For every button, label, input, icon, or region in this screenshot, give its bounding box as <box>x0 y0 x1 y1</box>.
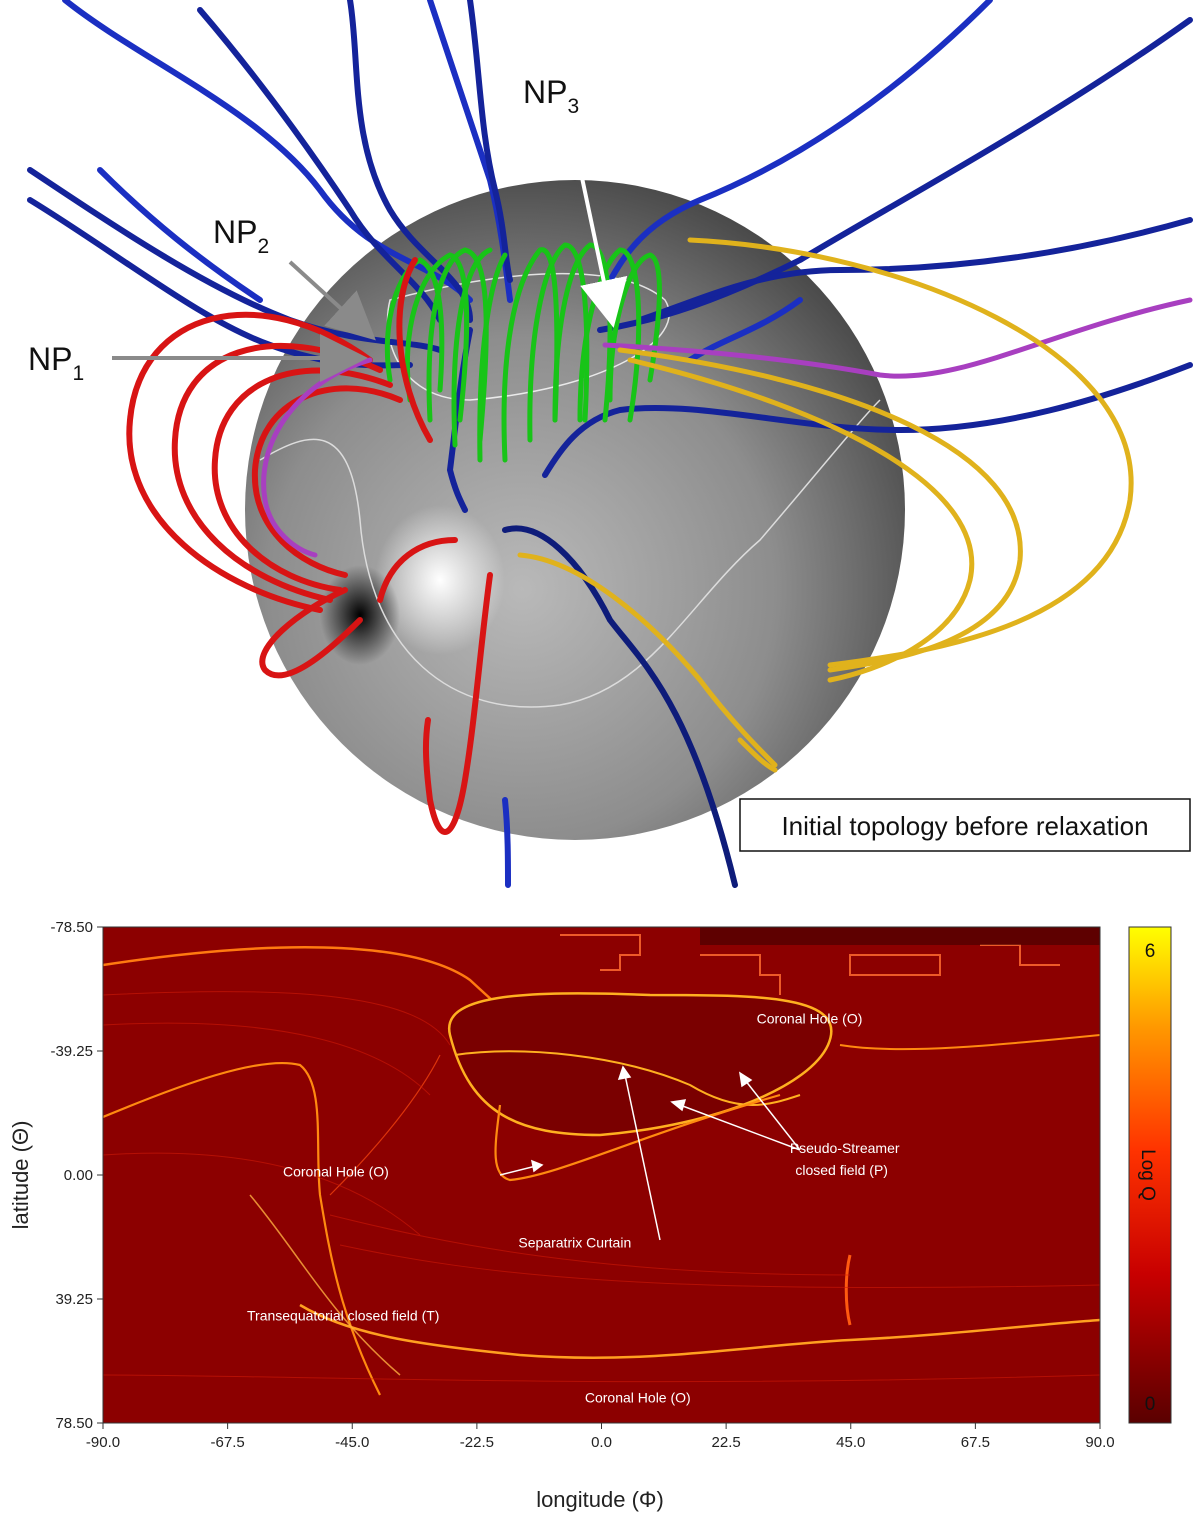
y-tick-label: 0.00 <box>64 1167 93 1184</box>
region-label: Coronal Hole (O) <box>283 1164 389 1180</box>
svg-text:NP3: NP3 <box>523 74 579 118</box>
y-tick-label: -39.25 <box>50 1043 93 1060</box>
side-loop-field-lines <box>126 257 493 835</box>
colorbar-max-label: 6 <box>1145 941 1156 962</box>
y-axis: -78.50 -39.25 0.00 39.25 78.50 <box>50 919 103 1432</box>
qsl-structures <box>103 927 1100 1396</box>
x-axis-title: longitude (Φ) <box>536 1487 664 1512</box>
region-annotations: Coronal Hole (O) Coronal Hole (O) Pseudo-S… <box>247 1010 900 1405</box>
np3-arrow <box>571 134 628 328</box>
x-tick-label: 0.0 <box>591 1434 612 1451</box>
arrow-pseudo-streamer-2 <box>744 1079 801 1151</box>
solar-sphere <box>245 180 905 840</box>
topology-caption: Initial topology before relaxation <box>739 798 1191 852</box>
np1-annotation: NP1 <box>28 334 368 385</box>
field-line-rendering: NP1 NP2 NP3 Initial topology before rela… <box>27 0 1193 888</box>
separatrix-field-lines <box>261 297 1193 558</box>
svg-text:NP1: NP1 <box>28 341 84 385</box>
pseudo-streamer-field-lines <box>384 242 662 463</box>
svg-text:NP2: NP2 <box>213 214 269 258</box>
y-tick-label: -78.50 <box>50 919 93 936</box>
x-tick-label: 67.5 <box>961 1434 990 1451</box>
field-line-rendering-panel: NP1 NP2 NP3 Initial topology before rela… <box>27 0 1193 888</box>
x-axis: -90.0 -67.5 -45.0 -22.5 0.0 22.5 45.0 67.5 90.0 <box>86 1423 1115 1451</box>
x-tick-label: 45.0 <box>836 1434 865 1451</box>
np3-annotation: NP3 <box>523 74 628 328</box>
colorbar-gradient <box>1128 926 1172 1424</box>
region-label: Coronal Hole (O) <box>585 1389 691 1405</box>
region-label: Coronal Hole (O) <box>757 1010 863 1026</box>
colorbar-title: Log Q <box>1137 1149 1158 1201</box>
x-tick-label: -22.5 <box>460 1434 494 1451</box>
arrow-pseudo-streamer-1 <box>679 1104 801 1151</box>
squashing-factor-map: Coronal Hole (O) Coronal Hole (O) Pseudo-S… <box>8 919 1172 1512</box>
y-axis-title: latitude (Θ) <box>8 1121 33 1230</box>
np2-annotation: NP2 <box>213 214 376 341</box>
colorbar-min-label: 0 <box>1145 1394 1156 1415</box>
x-tick-label: -45.0 <box>335 1434 369 1451</box>
annotation-arrows <box>499 1065 801 1241</box>
squashing-factor-map-panel: Coronal Hole (O) Coronal Hole (O) Pseudo-S… <box>0 895 1200 1519</box>
region-label: Separatrix Curtain <box>518 1235 631 1251</box>
colorbar: 6 0 Log Q <box>1128 926 1172 1424</box>
x-tick-label: -67.5 <box>211 1434 245 1451</box>
x-tick-label: -90.0 <box>86 1434 120 1451</box>
region-label: Transequatorial closed field (T) <box>247 1307 439 1323</box>
region-label: closed field (P) <box>795 1162 888 1178</box>
region-label: Pseudo-Streamer <box>790 1140 900 1156</box>
transequatorial-field-lines <box>517 237 1134 773</box>
y-tick-label: 78.50 <box>55 1415 93 1432</box>
np2-arrow <box>288 260 376 341</box>
x-tick-label: 90.0 <box>1085 1434 1114 1451</box>
svg-text:Initial topology before relaxa: Initial topology before relaxation <box>781 811 1148 841</box>
x-tick-label: 22.5 <box>712 1434 741 1451</box>
arrow-separatrix-curtain <box>624 1074 661 1241</box>
y-tick-label: 39.25 <box>55 1291 93 1308</box>
